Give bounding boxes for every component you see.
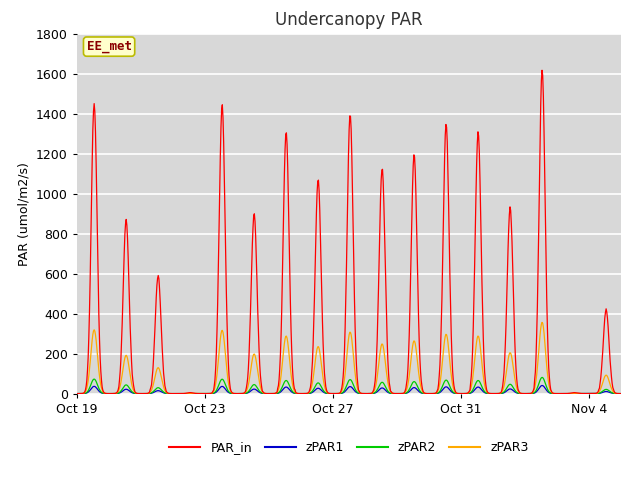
zPAR1 <box>73 391 81 396</box>
PAR_in <box>585 391 593 396</box>
PAR_in <box>538 67 546 73</box>
zPAR2 <box>401 391 408 396</box>
zPAR3 <box>355 388 362 394</box>
zPAR1 <box>183 391 191 396</box>
zPAR2 <box>147 390 154 396</box>
zPAR2 <box>617 391 625 396</box>
zPAR3 <box>135 391 143 396</box>
Text: EE_met: EE_met <box>86 40 132 53</box>
zPAR3 <box>183 391 191 396</box>
Title: Undercanopy PAR: Undercanopy PAR <box>275 11 422 29</box>
PAR_in <box>489 391 497 396</box>
zPAR3 <box>489 391 497 396</box>
PAR_in <box>183 390 191 396</box>
PAR_in <box>401 390 408 396</box>
PAR_in <box>147 386 154 392</box>
zPAR2 <box>73 391 81 396</box>
PAR_in <box>355 387 362 393</box>
Line: zPAR3: zPAR3 <box>77 323 621 394</box>
PAR_in <box>617 391 625 396</box>
zPAR1 <box>135 391 143 396</box>
zPAR3 <box>585 391 593 396</box>
zPAR1 <box>585 391 593 396</box>
zPAR1 <box>489 391 497 396</box>
zPAR3 <box>538 320 546 325</box>
zPAR3 <box>147 389 154 395</box>
zPAR2 <box>538 374 546 380</box>
Line: zPAR1: zPAR1 <box>77 385 621 394</box>
zPAR2 <box>183 391 191 396</box>
Y-axis label: PAR (umol/m2/s): PAR (umol/m2/s) <box>17 162 30 265</box>
zPAR1 <box>617 391 625 396</box>
zPAR1 <box>538 383 546 388</box>
zPAR3 <box>401 390 408 396</box>
zPAR3 <box>617 391 625 396</box>
PAR_in <box>73 391 81 396</box>
zPAR2 <box>489 391 497 396</box>
Line: zPAR2: zPAR2 <box>77 377 621 394</box>
zPAR3 <box>73 391 81 396</box>
zPAR1 <box>401 391 408 396</box>
Legend: PAR_in, zPAR1, zPAR2, zPAR3: PAR_in, zPAR1, zPAR2, zPAR3 <box>164 436 533 459</box>
zPAR1 <box>355 390 362 396</box>
zPAR2 <box>355 390 362 396</box>
zPAR1 <box>147 391 154 396</box>
zPAR2 <box>585 391 593 396</box>
Line: PAR_in: PAR_in <box>77 70 621 394</box>
zPAR2 <box>135 391 143 396</box>
PAR_in <box>135 391 143 396</box>
